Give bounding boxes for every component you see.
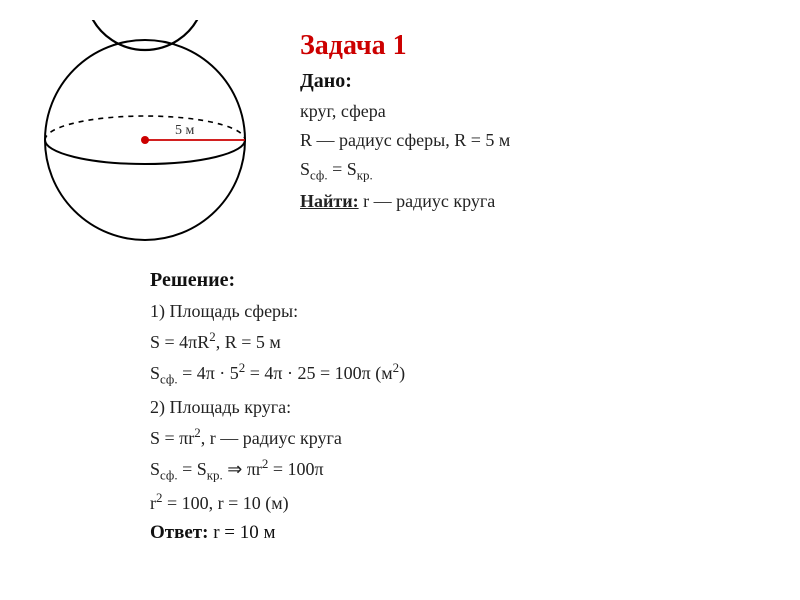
given-line-3: Sсф. = Sкр.: [300, 157, 770, 185]
s2b-mid2: ⇒ πr: [223, 459, 262, 479]
s2a-post: , r — радиус круга: [201, 428, 342, 448]
given-l3-sub1: сф.: [310, 168, 328, 183]
s2b-pre: S: [150, 459, 160, 479]
s1b-mid: = 4π · 5: [178, 363, 239, 383]
radius-label: 5 м: [175, 123, 195, 138]
s2c-end: = 100, r = 10 (м): [162, 493, 288, 513]
given-line-2: R — радиус сферы, R = 5 м: [300, 128, 770, 153]
s2b-sub2: кр.: [207, 467, 223, 482]
s1a-post: , R = 5 м: [216, 332, 281, 352]
s2b-end: = 100π: [268, 459, 323, 479]
s1b-end: ): [399, 363, 405, 383]
answer-line: Ответ: r = 10 м: [150, 522, 770, 544]
answer-text: r = 10 м: [208, 522, 275, 543]
problem-title: Задача 1: [300, 30, 770, 62]
top-arc-hint: [90, 20, 200, 50]
s1b-pre: S: [150, 363, 160, 383]
given-line-1: круг, сфера: [300, 99, 770, 124]
sol-step1-a: S = 4πR2, R = 5 м: [150, 328, 770, 355]
s1b-mid2: = 4π · 25 = 100π (м: [245, 363, 392, 383]
s1a-pre: S = 4πR: [150, 332, 209, 352]
center-dot: [141, 136, 149, 144]
sol-step2-title: 2) Площадь круга:: [150, 394, 770, 420]
s2b-sub1: сф.: [160, 467, 178, 482]
given-l3-a: S: [300, 159, 310, 179]
s2b-mid1: = S: [178, 459, 207, 479]
answer-label: Ответ:: [150, 522, 208, 543]
sol-step1-title: 1) Площадь сферы:: [150, 298, 770, 324]
sol-step2-b: Sсф. = Sкр. ⇒ πr2 = 100π: [150, 455, 770, 485]
sphere-figure: 5 м: [30, 10, 260, 255]
given-l3-sub2: кр.: [357, 168, 373, 183]
find-label: Найти:: [300, 191, 359, 211]
s1b-sub: сф.: [160, 372, 178, 387]
given-label: Дано:: [300, 70, 770, 93]
given-l3-eq: = S: [328, 159, 357, 179]
sphere-svg: 5 м: [30, 20, 260, 250]
solution-label: Решение:: [150, 269, 770, 292]
sol-step1-b: Sсф. = 4π · 52 = 4π · 25 = 100π (м2): [150, 359, 770, 389]
find-line: Найти: r — радиус круга: [300, 191, 770, 212]
sol-step2-c: r2 = 100, r = 10 (м): [150, 489, 770, 516]
find-text: r — радиус круга: [359, 191, 496, 211]
sol-step2-a: S = πr2, r — радиус круга: [150, 424, 770, 451]
s2a-pre: S = πr: [150, 428, 194, 448]
